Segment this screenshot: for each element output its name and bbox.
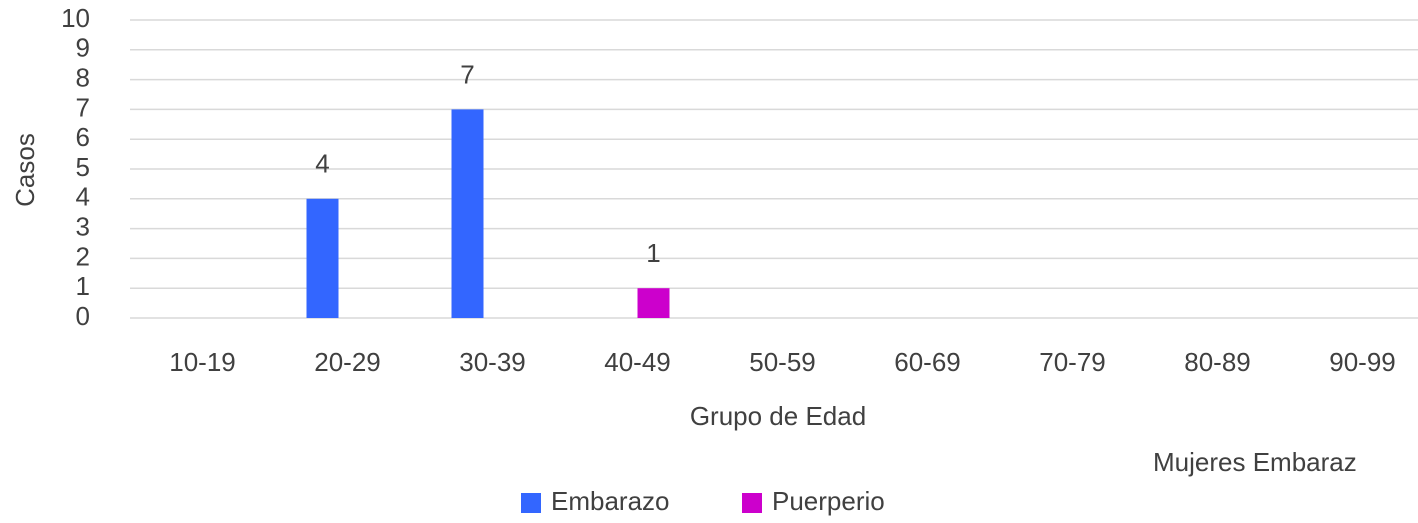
y-tick-label: 4 xyxy=(76,182,90,212)
data-label: 7 xyxy=(460,59,474,89)
legend-label: Puerperio xyxy=(772,486,885,516)
y-tick-label: 8 xyxy=(76,62,90,92)
y-tick-label: 2 xyxy=(76,241,90,271)
y-tick-label: 3 xyxy=(76,211,90,241)
y-tick-label: 5 xyxy=(76,152,90,182)
data-label: 1 xyxy=(646,238,660,268)
x-axis-title: Grupo de Edad xyxy=(690,401,866,431)
bar xyxy=(306,198,339,318)
y-tick-label: 6 xyxy=(76,122,90,152)
x-tick-label: 50-59 xyxy=(749,347,816,377)
y-tick-label: 9 xyxy=(76,33,90,63)
x-tick-label: 90-99 xyxy=(1329,347,1396,377)
legend-label: Embarazo xyxy=(551,486,670,516)
y-tick-label: 7 xyxy=(76,92,90,122)
bar xyxy=(451,109,484,319)
bar xyxy=(637,288,670,318)
y-tick-label: 10 xyxy=(61,3,90,33)
x-tick-label: 10-19 xyxy=(169,347,236,377)
x-tick-label: 20-29 xyxy=(314,347,381,377)
annotation: Mujeres Embaraz xyxy=(1153,447,1357,477)
y-tick-label: 1 xyxy=(76,271,90,301)
x-tick-label: 70-79 xyxy=(1039,347,1106,377)
y-tick-label: 0 xyxy=(76,301,90,331)
x-tick-label: 80-89 xyxy=(1184,347,1251,377)
x-tick-label: 60-69 xyxy=(894,347,961,377)
y-axis-title: Casos xyxy=(10,133,40,207)
legend-swatch xyxy=(742,493,762,513)
x-tick-label: 40-49 xyxy=(604,347,671,377)
x-tick-label: 30-39 xyxy=(459,347,526,377)
legend-swatch xyxy=(521,493,541,513)
data-label: 4 xyxy=(315,149,329,179)
